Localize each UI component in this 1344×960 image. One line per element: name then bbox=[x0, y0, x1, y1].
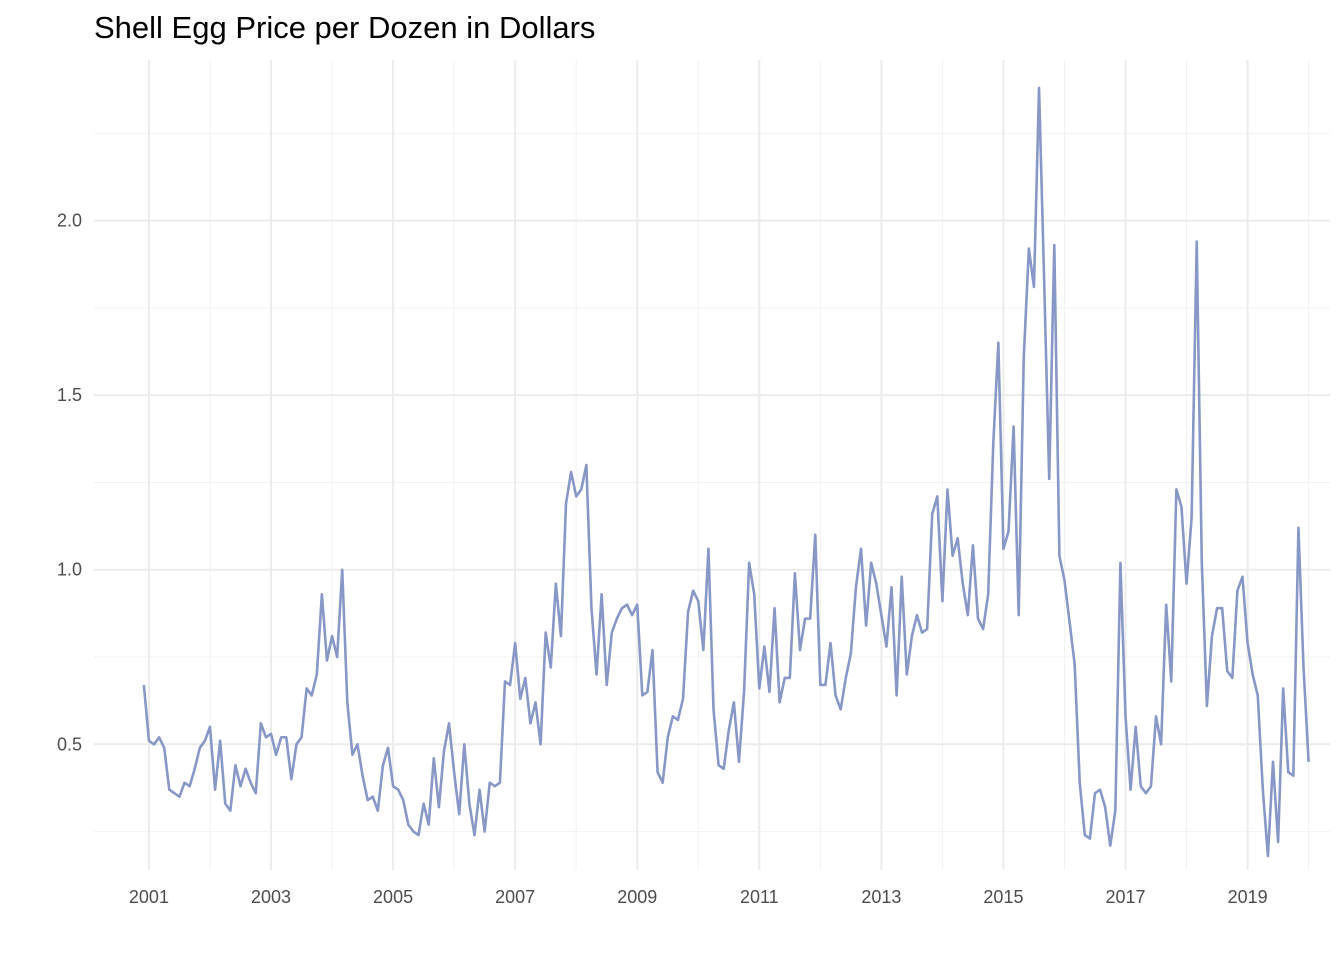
x-tick-label: 2019 bbox=[1228, 887, 1268, 907]
x-tick-label: 2013 bbox=[861, 887, 901, 907]
x-tick-label: 2001 bbox=[129, 887, 169, 907]
x-tick-label: 2009 bbox=[617, 887, 657, 907]
x-tick-label: 2017 bbox=[1106, 887, 1146, 907]
x-tick-label: 2015 bbox=[983, 887, 1023, 907]
y-axis-tick-labels: 0.5 1.0 1.5 2.0 bbox=[57, 211, 82, 755]
x-axis-tick-labels: 2001 2003 2005 2007 2009 2011 2013 2015 2017 2019 bbox=[129, 887, 1268, 907]
y-tick-label: 2.0 bbox=[57, 211, 82, 231]
minor-gridlines bbox=[94, 60, 1330, 870]
y-tick-label: 0.5 bbox=[57, 734, 82, 754]
x-tick-label: 2005 bbox=[373, 887, 413, 907]
series-layer bbox=[142, 86, 1310, 858]
y-tick-label: 1.5 bbox=[57, 385, 82, 405]
x-tick-label: 2011 bbox=[740, 887, 779, 907]
major-gridlines bbox=[94, 60, 1330, 870]
chart-title: Shell Egg Price per Dozen in Dollars bbox=[94, 10, 596, 45]
series-line bbox=[142, 86, 1310, 858]
y-tick-label: 1.0 bbox=[57, 560, 82, 580]
x-tick-label: 2007 bbox=[495, 887, 535, 907]
x-tick-label: 2003 bbox=[251, 887, 291, 907]
